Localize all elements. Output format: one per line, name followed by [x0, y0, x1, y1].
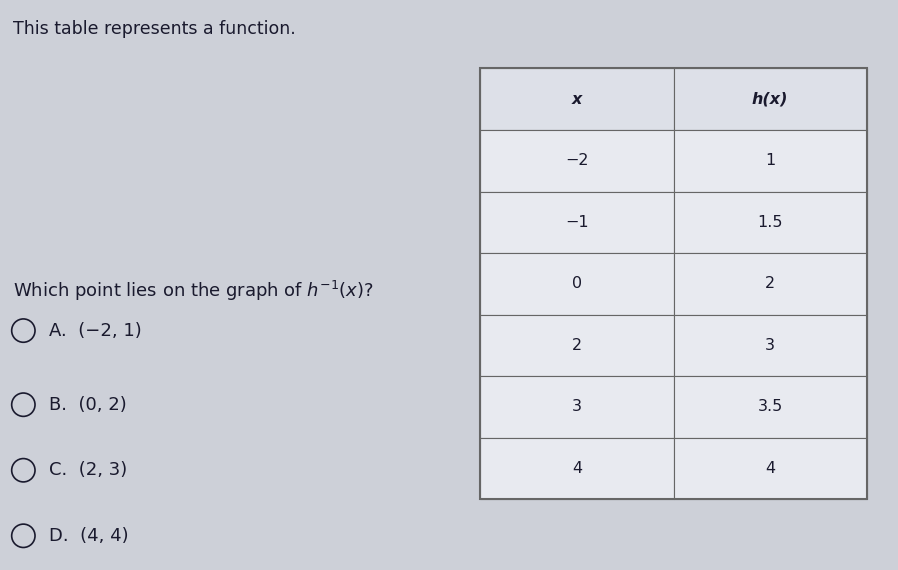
Bar — [674, 68, 867, 130]
Text: D.  (4, 4): D. (4, 4) — [49, 527, 129, 545]
Text: This table represents a function.: This table represents a function. — [13, 20, 296, 38]
Bar — [480, 68, 674, 130]
Bar — [674, 438, 867, 499]
Text: 3: 3 — [572, 400, 582, 414]
Bar — [674, 315, 867, 376]
Text: −2: −2 — [565, 153, 589, 168]
Text: B.  (0, 2): B. (0, 2) — [49, 396, 128, 414]
Bar — [674, 376, 867, 438]
Text: 2: 2 — [572, 338, 582, 353]
Text: 4: 4 — [765, 461, 775, 476]
Bar — [480, 376, 674, 438]
Bar — [480, 192, 674, 253]
Text: 4: 4 — [572, 461, 582, 476]
Text: 3: 3 — [765, 338, 775, 353]
Bar — [674, 130, 867, 192]
Bar — [480, 438, 674, 499]
Text: 2: 2 — [765, 276, 775, 291]
Bar — [480, 315, 674, 376]
Text: Which point lies on the graph of $h^{-1}(x)$?: Which point lies on the graph of $h^{-1}… — [13, 279, 374, 303]
Bar — [480, 68, 867, 499]
Bar — [674, 192, 867, 253]
Text: x: x — [572, 92, 582, 107]
Text: 3.5: 3.5 — [757, 400, 783, 414]
Text: −1: −1 — [565, 215, 589, 230]
Bar — [674, 253, 867, 315]
Text: C.  (2, 3): C. (2, 3) — [49, 461, 128, 479]
Text: 1.5: 1.5 — [757, 215, 783, 230]
Bar — [480, 253, 674, 315]
Text: 0: 0 — [572, 276, 582, 291]
Text: 1: 1 — [765, 153, 775, 168]
Text: h(x): h(x) — [752, 92, 788, 107]
Text: A.  (−2, 1): A. (−2, 1) — [49, 321, 142, 340]
Bar — [480, 130, 674, 192]
